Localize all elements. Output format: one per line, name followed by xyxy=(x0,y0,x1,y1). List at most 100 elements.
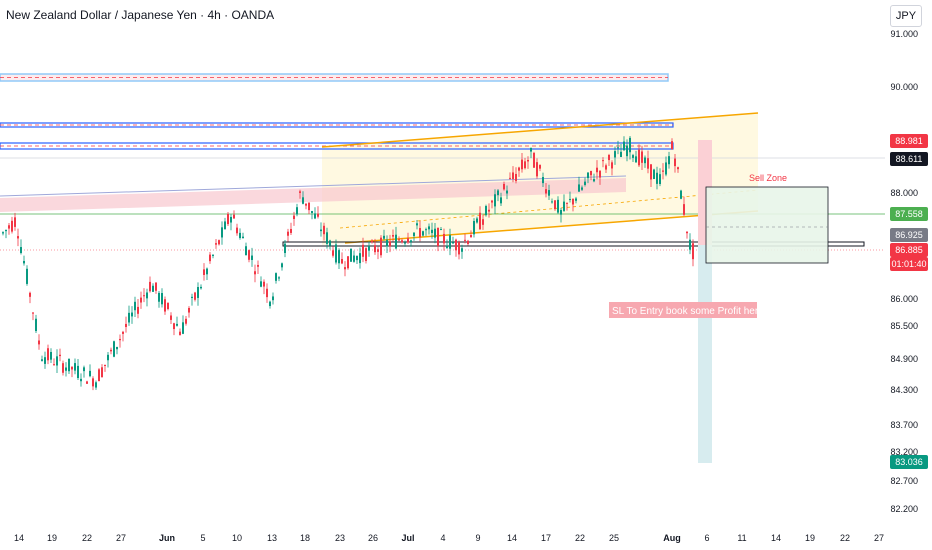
candle-body xyxy=(377,249,379,252)
x-tick-label: 27 xyxy=(874,533,884,543)
channel-upper xyxy=(321,112,759,148)
candle-body xyxy=(590,170,592,176)
y-tick-label: 86.000 xyxy=(890,294,918,304)
x-tick-label: 26 xyxy=(368,533,378,543)
candle-body xyxy=(152,285,154,292)
candle-body xyxy=(299,191,301,193)
candle-body xyxy=(206,268,208,275)
candle-body xyxy=(110,349,112,352)
candle-body xyxy=(539,165,541,169)
candle-body xyxy=(98,369,100,382)
candle-body xyxy=(89,370,91,377)
price-label: 88.611 xyxy=(896,154,923,164)
candle-body xyxy=(326,232,328,244)
candle-body xyxy=(416,223,418,226)
candle-body xyxy=(278,277,280,279)
x-tick-label: 18 xyxy=(300,533,310,543)
candle-body xyxy=(602,160,604,162)
candle-body xyxy=(266,288,268,298)
candle-body xyxy=(200,286,202,289)
candle-body xyxy=(230,216,232,223)
x-tick-label: 19 xyxy=(805,533,815,543)
candle-body xyxy=(587,172,589,179)
x-tick-label: 10 xyxy=(232,533,242,543)
candle-body xyxy=(218,240,220,245)
candle-body xyxy=(26,268,28,284)
currency-button[interactable]: JPY xyxy=(890,5,922,27)
candle-body xyxy=(494,194,496,207)
candle-body xyxy=(509,177,511,179)
candle-body xyxy=(188,307,190,313)
x-tick-label: 14 xyxy=(507,533,517,543)
candle-body xyxy=(161,293,163,305)
position-box xyxy=(705,186,829,264)
candle-body xyxy=(143,295,145,297)
candle-body xyxy=(476,218,478,223)
candle-body xyxy=(104,364,106,366)
candle-body xyxy=(47,348,49,361)
candle-body xyxy=(137,306,139,314)
candle-body xyxy=(212,254,214,256)
candle-body xyxy=(215,243,217,245)
candle-body xyxy=(479,212,481,230)
candle-body xyxy=(95,382,97,388)
candle-body xyxy=(671,141,673,150)
candle-body xyxy=(449,235,451,249)
candle-body xyxy=(311,211,313,214)
candle-body xyxy=(491,200,493,203)
candle-body xyxy=(536,162,538,177)
candle-body xyxy=(146,292,148,299)
candle-body xyxy=(128,312,130,323)
candle-body xyxy=(644,157,646,164)
candle-body xyxy=(473,221,475,235)
candle-body xyxy=(353,255,355,262)
candle-body xyxy=(92,378,94,387)
x-tick-label: Jun xyxy=(159,533,175,543)
x-tick-label: 17 xyxy=(541,533,551,543)
candle-body xyxy=(332,250,334,256)
candle-body xyxy=(257,264,259,267)
candles-layer xyxy=(2,135,694,391)
candle-body xyxy=(359,253,361,264)
x-tick-label: 22 xyxy=(840,533,850,543)
x-tick-label: 22 xyxy=(575,533,585,543)
candle-body xyxy=(86,381,88,384)
price-label-bg xyxy=(890,257,928,271)
candle-body xyxy=(35,318,37,332)
candle-body xyxy=(578,184,580,192)
candle-body xyxy=(500,197,502,204)
candle-body xyxy=(428,226,430,230)
candle-body xyxy=(686,231,688,234)
candle-body xyxy=(674,158,676,167)
candle-body xyxy=(164,299,166,312)
candle-body xyxy=(356,256,358,261)
candle-body xyxy=(542,177,544,184)
candle-body xyxy=(296,207,298,215)
price-label: 86.925 xyxy=(895,230,923,240)
candle-body xyxy=(458,242,460,255)
y-tick-label: 90.000 xyxy=(890,82,918,92)
candle-body xyxy=(260,281,262,287)
x-tick-label: 19 xyxy=(47,533,57,543)
candle-body xyxy=(635,156,637,163)
candle-body xyxy=(305,203,307,206)
candle-body xyxy=(395,234,397,249)
price-label-bg xyxy=(890,455,928,469)
candle-body xyxy=(419,228,421,238)
candle-body xyxy=(530,147,532,152)
candle-body xyxy=(119,338,121,341)
candle-body xyxy=(17,236,19,239)
candle-body xyxy=(557,199,559,213)
candle-body xyxy=(194,292,196,300)
candle-body xyxy=(14,217,16,227)
candle-body xyxy=(614,151,616,158)
candle-body xyxy=(281,263,283,268)
y-tick-label: 88.000 xyxy=(890,188,918,198)
candle-body xyxy=(611,162,613,169)
candle-body xyxy=(44,357,46,364)
support-line xyxy=(282,241,865,247)
price-label-bg xyxy=(890,207,928,221)
x-tick-label: 14 xyxy=(771,533,781,543)
y-tick-label: 82.200 xyxy=(890,504,918,514)
